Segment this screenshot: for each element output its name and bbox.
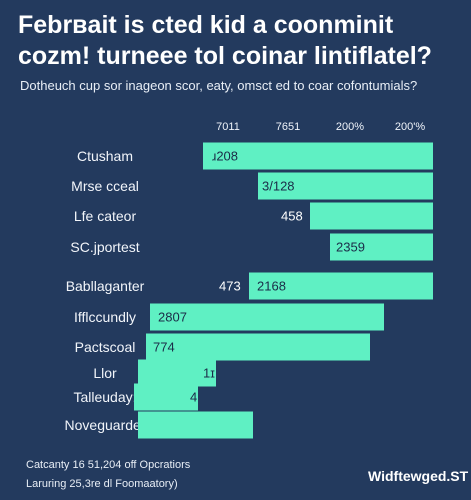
row-label: Talleuday:	[73, 389, 137, 405]
bar	[150, 303, 384, 331]
bar-label: 3/128	[262, 178, 295, 194]
bar-label: 473	[219, 278, 241, 294]
bar-label: 774	[153, 339, 175, 355]
bar-label: 4	[190, 389, 198, 405]
title: Febrʙait is cted kid a coonminit cozm! t…	[18, 10, 432, 72]
row-label: Llor	[93, 365, 117, 381]
bar	[249, 272, 433, 300]
title-line: Febrʙait is cted kid a coonminit	[18, 11, 394, 39]
brand: Widftewged.ST	[368, 468, 469, 484]
bar	[134, 383, 198, 411]
bar	[138, 359, 216, 387]
bar-label: ɹ208	[212, 148, 239, 164]
row-label: Lfe cateor	[73, 208, 137, 224]
bar-label: 2807	[158, 309, 187, 325]
row-label: Mrse cceal	[71, 178, 139, 194]
column-header: 7651	[275, 121, 301, 133]
column-header: 200'%	[394, 121, 426, 133]
bar	[258, 172, 433, 200]
row-label: Ifflccundly	[74, 309, 136, 325]
bar-label: 1ɪ	[203, 365, 215, 381]
row-label: Ctusham	[76, 148, 134, 164]
footer-note: Laruring 25,3re dl Foomaatory)	[26, 478, 178, 490]
bar-label: 2359	[336, 239, 365, 255]
row-label: Pactscoal	[74, 339, 136, 355]
row-label: Babllaganter	[65, 278, 145, 294]
footer-note: Catcanty 16 51,204 off Opcratiors	[26, 459, 191, 471]
bar	[310, 202, 433, 230]
bar	[146, 333, 370, 361]
column-header: 7011	[216, 121, 240, 133]
bar	[138, 411, 253, 439]
column-header: 200%	[335, 121, 365, 133]
bar-label: 458	[281, 208, 303, 224]
bar	[203, 142, 433, 170]
row-label: SC.jportest	[70, 239, 140, 255]
bar-label: 2168	[257, 278, 286, 294]
title-line: cozm! turneee tol coinar lintiflatel?	[18, 42, 432, 70]
subtitle: Dotheuch cup sor inageon scor, eaty, oms…	[20, 78, 418, 93]
bar	[330, 233, 433, 261]
row-label: Noveguarder	[64, 417, 146, 433]
